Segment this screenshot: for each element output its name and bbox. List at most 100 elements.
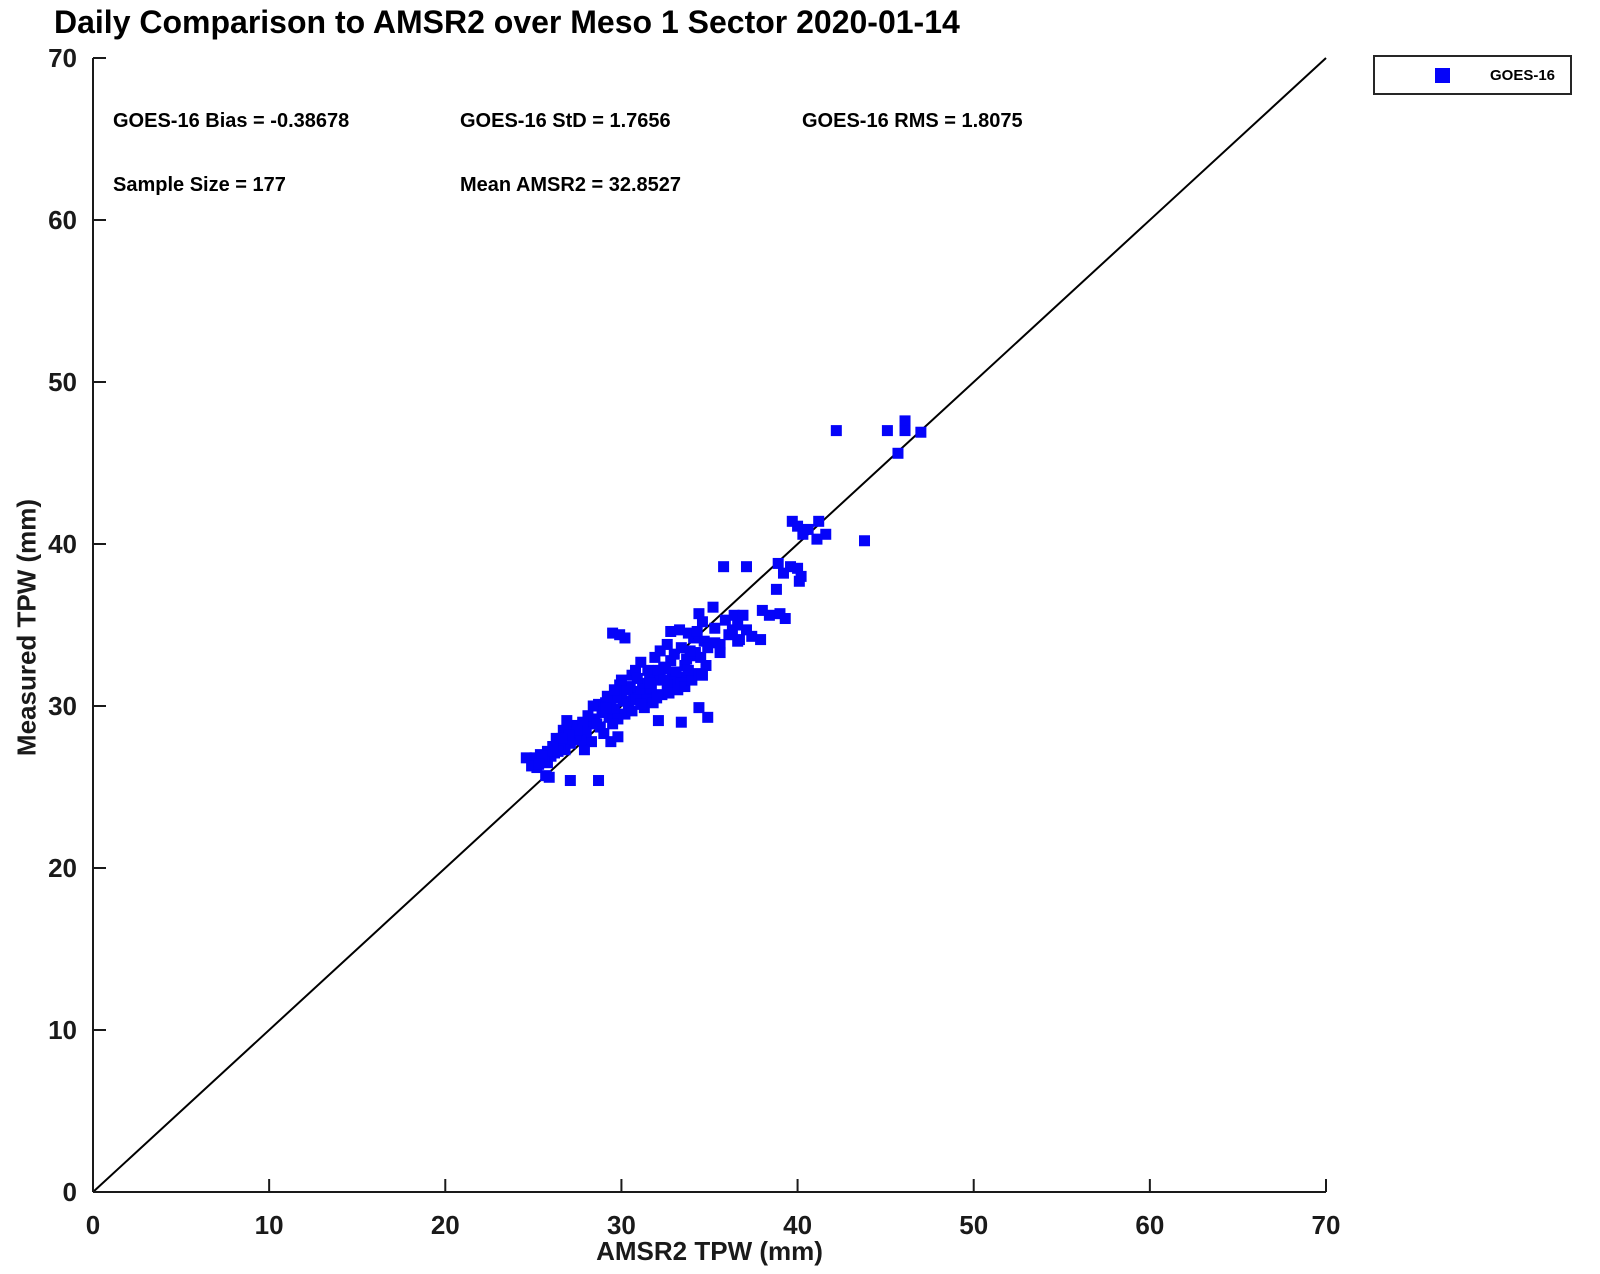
data-point [691, 625, 703, 637]
data-point [696, 616, 708, 628]
data-point [607, 627, 619, 639]
data-point [709, 637, 721, 649]
data-point [881, 425, 893, 437]
data-point [605, 736, 617, 748]
x-tick-label: 50 [959, 1210, 988, 1240]
data-point [756, 604, 768, 616]
data-point [608, 684, 620, 696]
data-point [707, 601, 719, 613]
data-point [630, 664, 642, 676]
data-point [755, 634, 767, 646]
data-point [859, 535, 871, 547]
data-point [526, 760, 538, 772]
data-point [652, 715, 664, 727]
data-point [830, 425, 842, 437]
data-point [591, 718, 603, 730]
y-tick-label: 50 [48, 367, 77, 397]
stat-mean-amsr2: Mean AMSR2 = 32.8527 [460, 174, 682, 196]
data-point [698, 635, 710, 647]
data-point [665, 655, 677, 667]
data-point [785, 561, 797, 573]
data-point [740, 624, 752, 636]
stat-bias: GOES-16 Bias = -0.38678 [113, 110, 350, 132]
data-point [811, 533, 823, 545]
data-point [813, 515, 825, 527]
data-point [561, 715, 573, 727]
data-point [693, 702, 705, 714]
stat-sample-size: Sample Size = 177 [113, 174, 286, 196]
data-point [619, 708, 631, 720]
data-point [693, 608, 705, 620]
x-tick-label: 20 [431, 1210, 460, 1240]
data-point [593, 775, 605, 787]
data-point [899, 425, 911, 437]
data-point [661, 638, 673, 650]
y-tick-label: 70 [48, 43, 77, 73]
data-point [540, 770, 552, 782]
data-point [615, 674, 627, 686]
data-point [651, 692, 663, 704]
data-point [679, 681, 691, 693]
data-point [792, 562, 804, 574]
data-point [820, 528, 832, 540]
data-point [644, 668, 656, 680]
x-axis-label: AMSR2 TPW (mm) [596, 1236, 823, 1266]
data-point [668, 648, 680, 660]
stat-rms: GOES-16 RMS = 1.8075 [802, 110, 1023, 132]
data-point [684, 645, 696, 657]
y-tick-label: 20 [48, 853, 77, 883]
data-point [677, 671, 689, 683]
y-tick-label: 40 [48, 529, 77, 559]
x-tick-label: 60 [1135, 1210, 1164, 1240]
data-point [737, 609, 749, 621]
data-point [700, 660, 712, 671]
data-point [584, 718, 596, 730]
legend-label: GOES-16 [1490, 66, 1556, 84]
x-tick-label: 10 [255, 1210, 284, 1240]
data-point [658, 674, 670, 686]
data-point [607, 718, 619, 730]
data-point [770, 583, 782, 595]
data-point [915, 426, 927, 438]
x-tick-label: 70 [1312, 1210, 1341, 1240]
data-point [718, 561, 730, 573]
data-point [652, 664, 664, 676]
data-point [779, 613, 791, 625]
y-tick-label: 0 [63, 1177, 77, 1207]
data-point [564, 775, 576, 787]
data-point [681, 653, 693, 665]
data-point [719, 614, 731, 626]
data-point [663, 687, 675, 699]
data-point [674, 624, 686, 636]
data-point [556, 732, 568, 744]
data-point [600, 702, 612, 714]
data-point [520, 752, 532, 764]
data-point [675, 642, 687, 654]
data-point [612, 731, 624, 743]
data-point [777, 567, 789, 579]
data-point [723, 629, 735, 641]
data-point [603, 711, 615, 723]
data-point [635, 656, 647, 668]
data-point [582, 710, 594, 722]
data-point [631, 672, 643, 684]
data-point [714, 647, 726, 659]
data-point [802, 523, 814, 535]
data-point [659, 663, 671, 675]
data-point [899, 415, 911, 427]
data-point [728, 609, 740, 621]
data-point [665, 625, 677, 637]
x-tick-label: 30 [607, 1210, 636, 1240]
data-point [614, 629, 626, 641]
legend: GOES-16 [1373, 55, 1572, 95]
data-point [892, 447, 904, 459]
data-point [554, 739, 566, 751]
x-tick-label: 0 [86, 1210, 100, 1240]
data-point [763, 609, 775, 621]
data-point [580, 726, 592, 738]
data-point [682, 627, 694, 639]
data-point [598, 728, 610, 740]
data-point [682, 664, 694, 676]
data-point [633, 685, 645, 697]
